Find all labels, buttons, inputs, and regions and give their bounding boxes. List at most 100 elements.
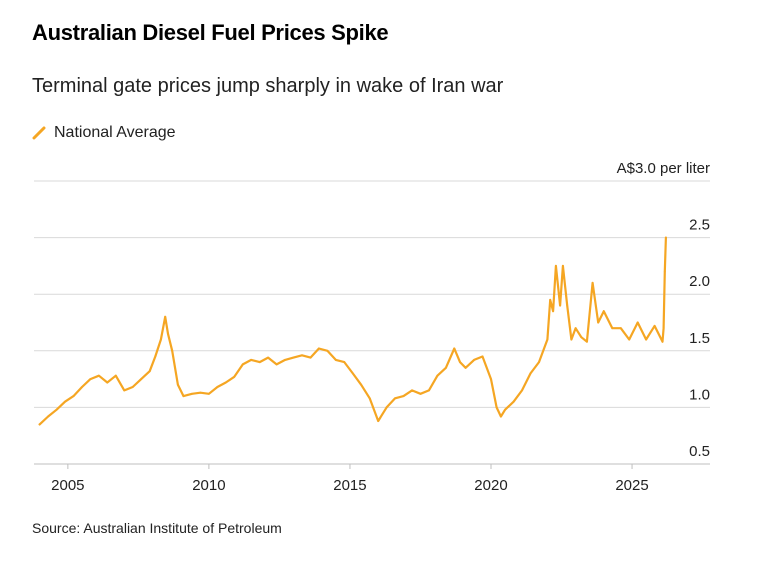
data-point [611,327,614,330]
data-point [160,338,162,341]
chart-title: Australian Diesel Fuel Prices Spike [32,20,389,45]
data-point [89,378,92,380]
data-point [326,349,329,352]
data-point [343,361,346,363]
data-point [164,315,167,318]
data-point [81,386,83,388]
data-point [428,389,430,392]
data-point [419,392,422,395]
data-point [377,420,380,422]
data-point [64,400,66,403]
data-point [464,366,467,369]
data-point [140,378,143,380]
data-point [233,375,236,378]
chart-subtitle: Terminal gate prices jump sharply in wak… [32,75,504,97]
data-point [208,392,210,395]
x-tick-label: 2010 [192,477,225,494]
y-tick-label: 2.0 [689,273,710,290]
y-tick-label: 0.5 [689,443,710,460]
data-point [154,355,157,358]
data-point [555,265,557,267]
data-point [224,381,227,384]
data-point [216,386,219,388]
data-point [284,359,286,361]
data-point [171,349,174,352]
data-point [38,423,41,426]
data-point [512,400,515,403]
y-tick-label: 1.0 [689,386,710,403]
data-point [368,397,371,400]
data-point [241,363,244,366]
data-point [473,359,475,361]
legend-swatch-icon [32,126,46,140]
data-point [47,415,49,418]
data-point [182,395,185,397]
data-point [574,327,577,330]
data-point [258,361,261,363]
data-point [636,321,639,324]
data-point [177,383,179,386]
data-point [55,408,58,411]
data-point [334,359,337,361]
data-point [301,354,303,357]
legend: National Average [32,124,176,142]
data-point [529,372,532,375]
data-point [659,336,662,339]
data-point [663,270,666,273]
data-point [570,338,573,341]
data-point [131,386,134,388]
data-point [495,406,498,409]
data-point [167,332,169,335]
data-point [661,340,664,343]
y-tick-label: 1.5 [689,330,710,347]
data-point [123,389,126,392]
data-point [436,374,439,377]
data-point [360,383,363,386]
data-point [267,356,269,359]
data-point [645,338,647,341]
data-point [586,340,588,343]
x-tick-label: 2015 [333,477,366,494]
data-point [250,359,253,361]
data-point [552,310,554,313]
data-point [351,372,354,375]
source-note: Source: Australian Institute of Petroleu… [32,520,282,536]
y-tick-label: 2.5 [689,217,710,234]
data-point [546,338,549,341]
data-point [453,347,456,350]
data-point [481,355,484,358]
data-point [385,406,388,409]
data-point [275,363,278,366]
data-point [191,392,193,395]
data-point [459,361,461,363]
data-point [562,265,564,267]
data-point [662,327,665,330]
data-point [490,378,492,380]
data-point [566,304,569,307]
data-point [580,336,583,339]
data-point [72,395,75,397]
data-point [318,347,320,350]
data-point [114,374,117,377]
x-tick-label: 2025 [615,477,648,494]
data-point [445,366,447,369]
data-point [98,374,100,377]
x-tick-label: 2020 [474,477,507,494]
legend-label: National Average [54,124,176,141]
data-point [597,321,600,324]
data-point [559,304,561,307]
x-tick-label: 2005 [51,477,84,494]
data-point [504,408,506,411]
data-point [148,370,151,373]
data-point [411,389,413,392]
data-point [500,415,502,418]
data-point [402,395,405,397]
data-point [199,391,202,394]
data-point [394,397,396,400]
data-point [665,236,667,239]
data-point [292,356,295,359]
line-chart: 0.5 1.0 1.5 2.0 2.5 A$3.0 per liter 2005 2010 20… [34,160,710,494]
data-point [309,356,312,359]
series-line-1 [38,236,668,426]
data-point [602,310,605,313]
